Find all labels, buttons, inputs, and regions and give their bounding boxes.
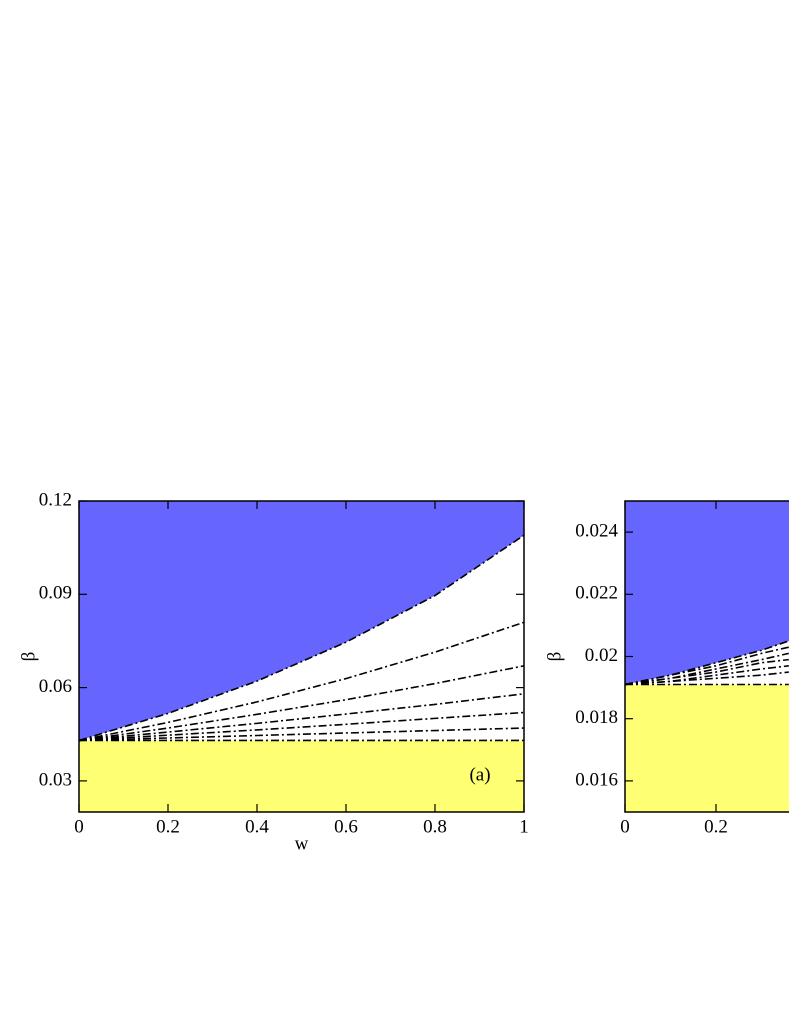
curve (625, 646, 789, 686)
region-below (79, 740, 524, 812)
x-tick-label: 0.2 (156, 816, 180, 837)
region-below (625, 684, 789, 812)
curve (79, 727, 524, 742)
plot-area (625, 501, 789, 812)
panel: 0.03 0.06 0.09 0.12 0 0.2 0.4 0.6 0.8 1 w β (a) (18, 489, 528, 854)
curve (625, 658, 789, 686)
y-tick-label: 0.02 (585, 645, 618, 666)
y-tick-label: 0.016 (575, 769, 618, 790)
y-axis-label: β (544, 652, 565, 662)
x-axis-label: w (295, 833, 309, 854)
curve (625, 640, 789, 686)
curve (625, 671, 789, 686)
y-tick-label: 0.018 (575, 707, 618, 728)
x-tick-label: 1 (519, 816, 529, 837)
x-tick-label: 0.8 (423, 816, 447, 837)
x-tick-label: 0.4 (245, 816, 269, 837)
x-tick-label: 0.2 (704, 816, 728, 837)
y-tick-label: 0.024 (575, 520, 618, 541)
curve (79, 693, 524, 742)
y-tick-label: 0.12 (39, 489, 72, 510)
y-axis-label: β (18, 652, 39, 662)
curve (79, 711, 524, 742)
region-above (79, 501, 524, 741)
x-tick-label: 0 (74, 816, 84, 837)
plot-area (79, 501, 524, 812)
x-tick-label: 0.6 (334, 816, 358, 837)
frame (78, 500, 525, 813)
y-tick-label: 0.022 (575, 583, 618, 604)
curve (625, 652, 789, 686)
curve (79, 534, 524, 742)
y-tick-label: 0.03 (39, 769, 72, 790)
x-tick-label: 0 (620, 816, 630, 837)
annotation: (a) (469, 764, 490, 785)
y-tick-label: 0.09 (39, 583, 72, 604)
region-above (625, 501, 789, 685)
curve (625, 665, 789, 686)
panel: 0.016 0.018 0.02 0.022 0.024 0 0.2 β (544, 500, 789, 837)
curve (79, 665, 524, 742)
y-tick-label: 0.06 (39, 676, 72, 697)
curve (79, 621, 524, 742)
